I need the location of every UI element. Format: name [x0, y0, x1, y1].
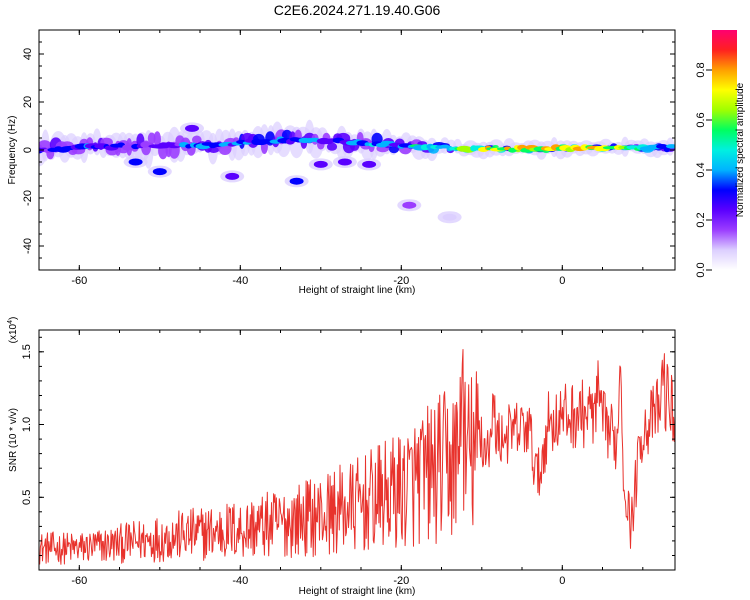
- snr-multiplier-exponent: 4: [7, 320, 14, 324]
- y-tick-label: 0: [22, 147, 34, 153]
- svg-text:(x104): (x104): [7, 317, 19, 344]
- y-tick-label: 1.0: [21, 417, 33, 432]
- heatmap-cell: [39, 140, 52, 150]
- heatmap-blob: [313, 160, 328, 168]
- heatmap-blob: [128, 158, 143, 166]
- heatmap-cell: [665, 144, 675, 149]
- heatmap-blob: [225, 172, 240, 180]
- heatmap-blob: [185, 124, 199, 132]
- snr-y-label: SNR (10 * v/v): [8, 408, 19, 472]
- snr-x-label: Height of straight line (km): [299, 586, 416, 597]
- heatmap-blob: [289, 177, 304, 185]
- y-tick-label: -40: [22, 238, 34, 254]
- heatmap-cell: [326, 142, 338, 151]
- x-tick-label: -20: [393, 575, 409, 587]
- snr-plot-area: [39, 349, 675, 565]
- heatmap-cell: [508, 147, 517, 153]
- snr-frame: [38, 329, 676, 571]
- chart-title: C2E6.2024.271.19.40.G06: [274, 2, 441, 18]
- y-tick-label: -20: [22, 190, 34, 206]
- spectrogram-y-ticks: -40 -20 0 20 40: [22, 29, 675, 271]
- spectrogram-panel: -60 -40 -20 0 -40 -20 0 20 40 Height of straigh…: [7, 29, 676, 296]
- snr-multiplier-base: (x10: [8, 323, 19, 343]
- snr-y-ticks: 0.5 1.0 1.5: [21, 336, 675, 556]
- y-tick-label: 40: [22, 48, 34, 60]
- x-tick-label: -60: [71, 575, 87, 587]
- snr-panel: -60 -40 -20 0 0.5 1.0 1.5 Height of straight …: [7, 317, 676, 597]
- colorbar-ticks: 0.0 0.2 0.4 0.6 0.8: [695, 62, 712, 278]
- heatmap-cell: [153, 131, 161, 148]
- colorbar-label: Normalized spectral amplitude: [735, 82, 746, 217]
- x-tick-label: -60: [71, 275, 87, 287]
- colorbar: 0.0 0.2 0.4 0.6 0.8 Normalized spectral ampl…: [695, 30, 746, 278]
- heatmap-blob: [442, 213, 457, 221]
- spectrogram-x-ticks: -60 -40 -20 0: [38, 30, 644, 287]
- spectrogram-x-label: Height of straight line (km): [299, 285, 416, 296]
- y-tick-label: 1.5: [21, 344, 33, 359]
- heatmap-blob: [402, 201, 417, 209]
- heatmap-blob: [362, 160, 377, 168]
- colorbar-tick-label: 0.8: [695, 62, 707, 77]
- heatmap-blob: [152, 168, 167, 176]
- x-tick-label: 0: [559, 575, 565, 587]
- spectrogram-y-label: Frequency (Hz): [7, 116, 18, 185]
- heatmap-cell: [147, 132, 156, 145]
- snr-x-ticks: -60 -40 -20 0: [38, 330, 644, 587]
- y-tick-label: 0.5: [21, 490, 33, 505]
- x-tick-label: -20: [393, 275, 409, 287]
- snr-series-line: [39, 349, 675, 565]
- heatmap-blob: [337, 158, 352, 166]
- x-tick-label: -40: [232, 575, 248, 587]
- x-tick-label: 0: [559, 275, 565, 287]
- colorbar-gradient: [712, 30, 737, 270]
- snr-y-multiplier: (x104): [7, 317, 19, 344]
- y-tick-label: 20: [22, 96, 34, 108]
- colorbar-tick-label: 0.0: [695, 262, 707, 277]
- colorbar-tick-label: 0.2: [695, 212, 707, 227]
- x-tick-label: -40: [232, 275, 248, 287]
- spectrogram-heatmap: [39, 119, 675, 224]
- colorbar-tick-label: 0.6: [695, 112, 707, 127]
- colorbar-tick-label: 0.4: [695, 162, 707, 177]
